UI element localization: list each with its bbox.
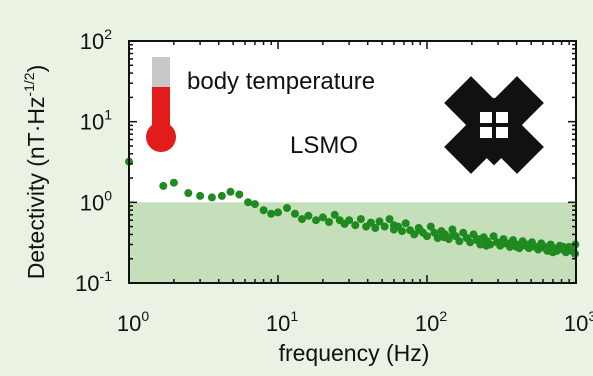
y-tick-label: 101 xyxy=(80,107,112,135)
data-point xyxy=(389,221,398,230)
data-point xyxy=(235,190,244,199)
data-point xyxy=(196,191,205,200)
data-point xyxy=(267,209,276,218)
x-axis-ticks: 100 101 102 103 xyxy=(117,41,593,336)
data-point xyxy=(169,178,178,187)
data-point xyxy=(250,200,259,209)
data-point xyxy=(474,235,482,244)
data-point xyxy=(440,233,448,242)
data-point xyxy=(500,239,509,248)
data-point xyxy=(312,216,320,225)
x-tick-label: 101 xyxy=(266,308,298,336)
data-point xyxy=(184,189,193,198)
y-axis-label-close: ) xyxy=(23,65,49,73)
data-point xyxy=(401,219,410,228)
data-point xyxy=(345,216,354,225)
data-point xyxy=(375,217,384,226)
data-point xyxy=(366,218,375,227)
data-points xyxy=(125,157,580,258)
data-point xyxy=(356,215,365,224)
data-point xyxy=(244,198,253,207)
x-axis-label: frequency (Hz) xyxy=(279,340,430,366)
y-axis-label: Detectivity (nT·Hz-1/2) xyxy=(21,65,49,280)
y-tick-label: 102 xyxy=(80,26,112,54)
data-point xyxy=(325,218,333,226)
data-point xyxy=(283,204,291,212)
data-point xyxy=(298,215,306,224)
data-point xyxy=(449,230,458,239)
data-point xyxy=(466,238,475,247)
data-point xyxy=(291,209,299,218)
data-point xyxy=(489,232,498,241)
data-point xyxy=(512,242,521,251)
data-point xyxy=(274,208,282,217)
data-point xyxy=(559,242,568,251)
data-point xyxy=(398,227,406,236)
y-axis-label-exponent: -1/2 xyxy=(21,72,37,96)
data-point xyxy=(207,193,216,202)
data-point xyxy=(385,215,394,224)
data-point xyxy=(455,237,464,246)
body-temperature-annotation: body temperature xyxy=(187,68,375,95)
data-point xyxy=(259,206,268,215)
data-point xyxy=(433,234,442,243)
data-point xyxy=(380,222,389,231)
x-tick-label: 100 xyxy=(117,308,149,336)
data-point xyxy=(534,245,543,254)
data-point xyxy=(548,248,557,257)
data-point xyxy=(423,232,431,241)
y-axis-label-main: Detectivity (nT·Hz xyxy=(23,97,49,280)
sensor-device-icon xyxy=(444,76,544,174)
data-point xyxy=(304,211,313,220)
material-annotation: LSMO xyxy=(290,132,358,159)
x-tick-label: 103 xyxy=(564,308,593,336)
data-point xyxy=(524,240,533,249)
plot-area xyxy=(125,40,580,284)
data-point xyxy=(318,213,327,222)
x-tick-label: 102 xyxy=(415,308,447,336)
data-point xyxy=(226,187,235,196)
data-point xyxy=(482,241,491,250)
data-point xyxy=(410,230,419,239)
data-point xyxy=(371,224,380,232)
thermometer-icon xyxy=(146,57,176,152)
data-point xyxy=(416,226,425,235)
data-point xyxy=(217,191,226,200)
data-point xyxy=(330,210,339,219)
y-tick-label: 100 xyxy=(80,187,112,215)
data-point xyxy=(541,244,550,253)
plot-frame xyxy=(128,40,577,284)
data-point xyxy=(351,221,360,230)
data-point xyxy=(159,181,168,190)
data-point xyxy=(426,222,435,231)
y-axis-ticks: 10-1 100 101 102 xyxy=(75,26,576,296)
y-tick-label: 10-1 xyxy=(75,268,112,296)
